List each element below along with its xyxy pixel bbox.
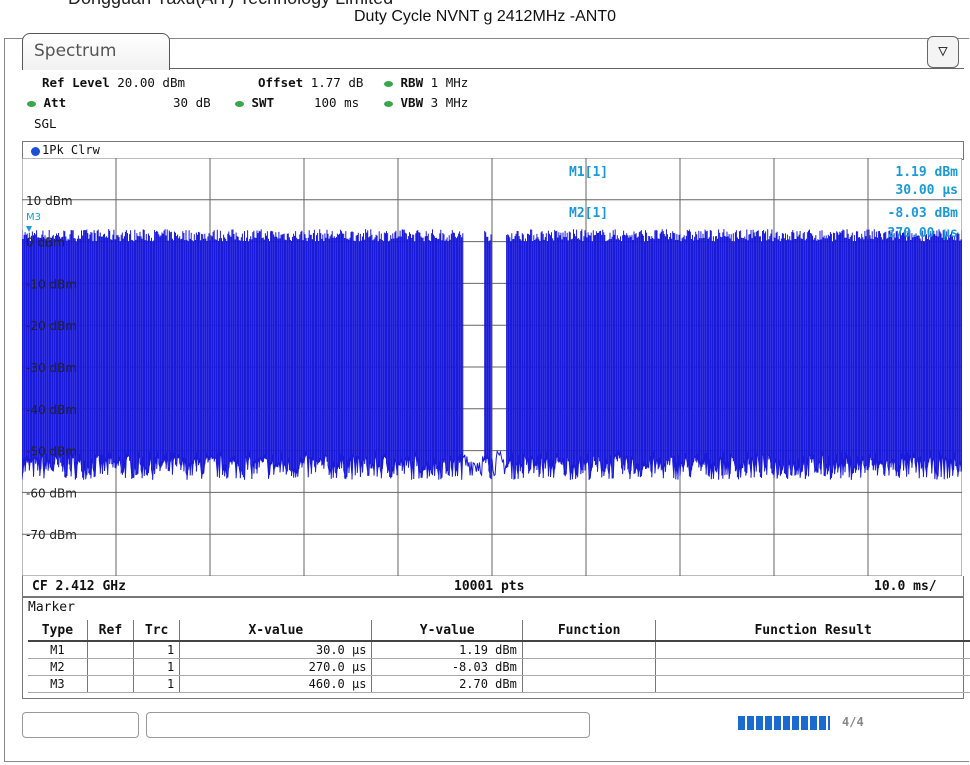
vbw-status-icon: [384, 100, 393, 107]
window-top-rule: [170, 68, 964, 69]
status-field-message[interactable]: [146, 712, 590, 738]
plot-footer: [22, 576, 964, 597]
att-value: 30 dB: [173, 95, 211, 110]
marker-cell: M2: [28, 658, 88, 676]
marker-m2-label: M2[1]: [569, 206, 608, 221]
marker-m1-level: 1.19 dBm: [895, 165, 958, 180]
marker-m1-label: M1[1]: [569, 165, 608, 180]
marker-cell: [87, 658, 135, 676]
marker-col-y-value: Y-value: [371, 620, 523, 642]
vbw-label: VBW: [400, 95, 424, 110]
status-field-left[interactable]: [22, 712, 139, 738]
company-name: Dongguan Yaxu(AiT) Technology Limited: [68, 0, 393, 9]
vbw-setting: VBW 3 MHz: [384, 95, 468, 110]
marker-cell: [87, 641, 135, 659]
trace-line: [22, 229, 962, 480]
marker-col-trc: Trc: [133, 620, 181, 642]
marker-row: M3 1 460.0 µs 2.70 dBm: [28, 675, 970, 693]
y-tick-label: -40 dBm: [26, 403, 77, 417]
y-tick-labels: 10 dBm 0 dBm -10 dBm -20 dBm -30 dBm -40 dBm -…: [26, 194, 77, 542]
report-title: Duty Cycle NVNT g 2412MHz -ANT0: [354, 8, 616, 25]
marker-m3-flag: M3: [26, 212, 41, 223]
marker-col-x-value: X-value: [179, 620, 373, 642]
rbw-value: 1 MHz: [430, 75, 469, 90]
sweep-progress-bar: [738, 716, 830, 730]
att-label: Att: [43, 95, 67, 110]
swt-setting: SWT: [235, 95, 274, 110]
marker-cell: 1: [133, 675, 181, 693]
swt-status-icon: [235, 100, 244, 107]
marker-col-type: Type: [28, 620, 88, 642]
ref-level-label: Ref Level: [42, 75, 110, 90]
marker-cell: 1: [133, 658, 181, 676]
swt-value: 100 ms: [314, 95, 360, 110]
time-per-division: 10.0 ms/: [874, 579, 937, 594]
y-tick-label: 10 dBm: [26, 194, 73, 208]
marker-cell: [522, 641, 657, 659]
marker-cell: 30.0 µs: [179, 641, 373, 659]
marker-cell: [87, 675, 135, 693]
tab-spectrum[interactable]: [22, 33, 170, 70]
marker-m2-level: -8.03 dBm: [888, 206, 959, 221]
y-tick-label: -20 dBm: [26, 319, 77, 333]
marker-row: M2 1 270.0 µs -8.03 dBm: [28, 658, 970, 676]
marker-cell: 1.19 dBm: [371, 641, 523, 659]
marker-cell: 2.70 dBm: [371, 675, 523, 693]
marker-cell: [655, 675, 970, 693]
marker-cell: 1: [133, 641, 181, 659]
marker-m2-time: 270.00 µs: [888, 226, 958, 241]
marker-cell: -8.03 dBm: [371, 658, 523, 676]
sweep-progress-label: 4/4: [842, 715, 864, 729]
marker-m1-time: 30.00 µs: [895, 183, 958, 198]
y-tick-label: -30 dBm: [26, 361, 77, 375]
trace-label: 1Pk Clrw: [42, 143, 100, 157]
vbw-value: 3 MHz: [430, 95, 469, 110]
offset-label: Offset: [258, 75, 304, 90]
center-frequency: CF 2.412 GHz: [32, 579, 126, 594]
marker-row: M1 1 30.0 µs 1.19 dBm: [28, 641, 970, 659]
ref-level-value: 20.00 dBm: [117, 75, 185, 90]
marker-readouts: M1[1] 1.19 dBm 30.00 µs M2[1] -8.03 dBm 270.0…: [26, 165, 958, 241]
swt-label: SWT: [251, 95, 275, 110]
marker-table: Type Ref Trc X-value Y-value Function Function…: [28, 620, 970, 693]
sweep-mode: SGL: [34, 116, 57, 131]
rbw-status-icon: [384, 80, 393, 87]
y-tick-label: -50 dBm: [26, 445, 77, 459]
rbw-setting: RBW 1 MHz: [384, 75, 468, 90]
panel-toggle-icon[interactable]: ▽: [927, 36, 959, 68]
marker-m3-triangle: [26, 226, 32, 232]
marker-cell: M1: [28, 641, 88, 659]
offset-setting: Offset 1.77 dB: [258, 75, 363, 90]
att-setting: Att: [27, 95, 66, 110]
marker-cell: [655, 658, 970, 676]
spectrum-plot[interactable]: 10 dBm 0 dBm -10 dBm -20 dBm -30 dBm -40 dBm -…: [22, 158, 962, 576]
marker-col-function-result: Function Result: [655, 620, 970, 642]
marker-cell: [522, 675, 657, 693]
marker-col-function: Function: [522, 620, 657, 642]
y-tick-label: -60 dBm: [26, 486, 77, 500]
marker-cell: M3: [28, 675, 88, 693]
marker-table-title: Marker: [28, 600, 75, 615]
marker-cell: [522, 658, 657, 676]
marker-cell: 270.0 µs: [179, 658, 373, 676]
marker-col-ref: Ref: [87, 620, 135, 642]
tab-spectrum-label: Spectrum: [34, 41, 117, 61]
trace-color-icon: [31, 147, 40, 156]
settings-row-1: Ref Level 20.00 dBm: [42, 75, 185, 90]
y-tick-label: 0 dBm: [26, 236, 65, 250]
marker-cell: [655, 641, 970, 659]
rbw-label: RBW: [400, 75, 424, 90]
y-tick-label: -70 dBm: [26, 528, 77, 542]
sweep-points: 10001 pts: [454, 579, 525, 594]
y-tick-label: -10 dBm: [26, 277, 77, 291]
offset-value: 1.77 dB: [310, 75, 364, 90]
marker-cell: 460.0 µs: [179, 675, 373, 693]
att-status-icon: [27, 100, 36, 107]
